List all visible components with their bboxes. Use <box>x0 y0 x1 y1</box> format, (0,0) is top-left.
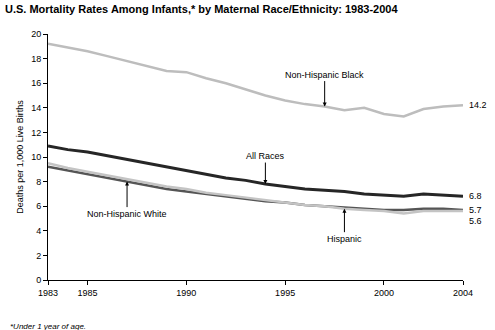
svg-text:8: 8 <box>36 177 41 187</box>
svg-text:Hispanic: Hispanic <box>327 234 362 244</box>
svg-text:1995: 1995 <box>275 288 295 298</box>
svg-text:4: 4 <box>36 226 41 236</box>
svg-text:1983: 1983 <box>38 288 58 298</box>
svg-text:2: 2 <box>36 251 41 261</box>
svg-text:0: 0 <box>36 275 41 285</box>
svg-text:5.6: 5.6 <box>469 216 482 226</box>
svg-text:Non-Hispanic Black: Non-Hispanic Black <box>285 70 364 80</box>
svg-text:12: 12 <box>31 128 41 138</box>
svg-text:6: 6 <box>36 201 41 211</box>
svg-text:1985: 1985 <box>78 288 98 298</box>
svg-text:14.2: 14.2 <box>469 100 487 110</box>
svg-text:Deaths per 1,000 Live Births: Deaths per 1,000 Live Births <box>15 100 25 214</box>
svg-text:All Races: All Races <box>246 151 285 161</box>
svg-text:6.8: 6.8 <box>469 191 482 201</box>
svg-text:10: 10 <box>31 152 41 162</box>
svg-text:2000: 2000 <box>374 288 394 298</box>
svg-text:Non-Hispanic White: Non-Hispanic White <box>87 209 167 219</box>
svg-text:1990: 1990 <box>176 288 196 298</box>
svg-text:14: 14 <box>31 103 41 113</box>
svg-text:18: 18 <box>31 54 41 64</box>
svg-text:*Under 1 year of age.: *Under 1 year of age. <box>10 322 86 330</box>
svg-text:2004: 2004 <box>453 288 473 298</box>
svg-text:16: 16 <box>31 78 41 88</box>
svg-text:5.7: 5.7 <box>469 205 482 215</box>
svg-text:20: 20 <box>31 29 41 39</box>
svg-text:U.S. Mortality Rates Among Inf: U.S. Mortality Rates Among Infants,* by … <box>5 3 399 15</box>
